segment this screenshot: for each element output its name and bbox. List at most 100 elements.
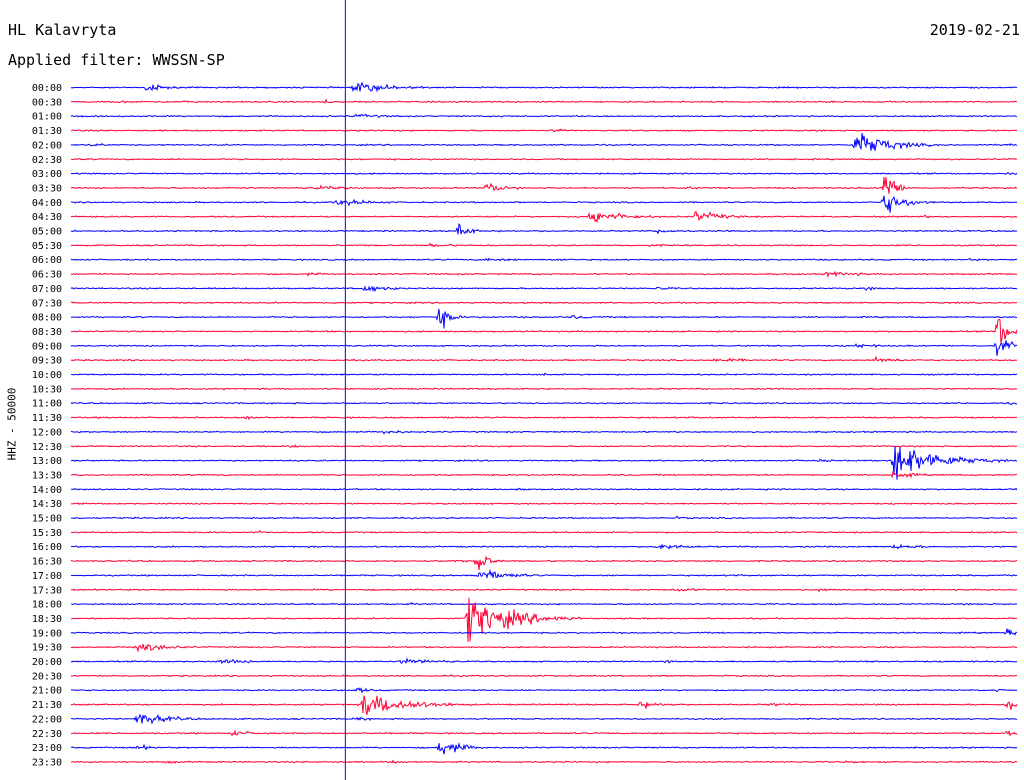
trace-row-1300 [70,446,1018,480]
trace-row-0630 [70,270,1018,279]
time-label-0830: 08:30 [32,327,62,338]
time-label-1400: 14:00 [32,485,62,496]
trace-row-1730 [70,588,1018,593]
trace-row-1500 [70,515,1018,520]
trace-row-1930 [70,643,1018,653]
trace-row-0330 [70,177,1018,194]
trace-row-1330 [70,470,1018,479]
time-label-2030: 20:30 [32,671,62,682]
time-label-0400: 04:00 [32,198,62,209]
time-label-0900: 09:00 [32,341,62,352]
trace-row-1000 [70,372,1018,377]
time-label-0300: 03:00 [32,169,62,180]
trace-row-0600 [70,257,1018,262]
time-label-1230: 12:30 [32,442,62,453]
trace-row-0700 [70,285,1018,293]
time-label-0130: 01:30 [32,126,62,137]
time-label-1530: 15:30 [32,528,62,539]
time-label-0530: 05:30 [32,241,62,252]
trace-row-1430 [70,502,1018,506]
filter-subtitle: Applied filter: WWSSN-SP [8,51,225,69]
time-label-2200: 22:00 [32,714,62,725]
trace-row-0000 [70,81,1018,93]
time-label-0500: 05:00 [32,227,62,238]
trace-row-1830 [70,597,1018,642]
trace-row-2200 [70,713,1018,725]
time-label-0800: 08:00 [32,313,62,324]
trace-row-0130 [70,128,1018,133]
trace-row-2330 [70,759,1018,764]
date-label: 2019-02-21 [929,21,1020,39]
trace-row-0530 [70,242,1018,248]
time-labels: 00:00 00:30 01:00 01:30 02:00 02:30 03:00 03:30… [32,83,62,768]
trace-row-0030 [70,98,1018,104]
time-label-1900: 19:00 [32,628,62,639]
time-label-1300: 13:00 [32,456,62,467]
trace-row-0730 [70,301,1018,305]
time-label-0730: 07:30 [32,298,62,309]
time-label-1830: 18:30 [32,614,62,625]
time-label-0200: 02:00 [32,140,62,151]
trace-row-0830 [70,318,1018,344]
trace-row-1630 [70,555,1018,570]
time-label-0100: 01:00 [32,112,62,123]
time-label-2000: 20:00 [32,657,62,668]
trace-row-0200 [70,133,1018,151]
trace-row-2100 [70,687,1018,694]
time-label-0000: 00:00 [32,83,62,94]
time-label-1730: 17:30 [32,585,62,596]
trace-row-0800 [70,308,1018,329]
time-label-1100: 11:00 [32,399,62,410]
trace-row-1030 [70,387,1018,391]
trace-row-1400 [70,487,1018,491]
time-label-1930: 19:30 [32,643,62,654]
trace-row-0100 [70,113,1018,119]
time-label-0430: 04:30 [32,212,62,223]
trace-row-0230 [70,157,1018,161]
time-label-1000: 10:00 [32,370,62,381]
time-label-2300: 23:00 [32,743,62,754]
time-label-0930: 09:30 [32,356,62,367]
trace-row-2300 [70,741,1018,755]
time-label-1600: 16:00 [32,542,62,553]
trace-rows [70,81,1018,764]
trace-row-0500 [70,223,1018,235]
trace-row-1800 [70,601,1018,606]
time-label-1800: 18:00 [32,600,62,611]
trace-row-0300 [70,171,1018,176]
trace-row-1600 [70,543,1018,550]
trace-row-2230 [70,729,1018,737]
time-label-1430: 14:30 [32,499,62,510]
time-label-1130: 11:30 [32,413,62,424]
trace-row-1100 [70,401,1018,406]
trace-row-0400 [70,195,1018,213]
time-label-0330: 03:30 [32,183,62,194]
time-label-0600: 06:00 [32,255,62,266]
time-label-1500: 15:00 [32,514,62,525]
trace-row-1130 [70,416,1018,421]
time-label-0030: 00:30 [32,97,62,108]
time-label-0230: 02:30 [32,155,62,166]
trace-row-1700 [70,568,1018,580]
trace-row-2030 [70,674,1018,678]
time-label-1330: 13:30 [32,470,62,481]
trace-row-2000 [70,657,1018,665]
trace-row-1230 [70,444,1018,448]
trace-row-2130 [70,695,1018,715]
trace-row-1900 [70,628,1018,636]
time-label-2130: 21:30 [32,700,62,711]
time-label-2100: 21:00 [32,686,62,697]
trace-row-1530 [70,529,1018,534]
time-label-0630: 06:30 [32,270,62,281]
trace-row-0930 [70,355,1018,363]
trace-row-1200 [70,430,1018,435]
time-label-2330: 23:30 [32,757,62,768]
trace-row-0430 [70,210,1018,224]
station-title: HL Kalavryta [8,21,117,39]
time-label-1030: 10:30 [32,384,62,395]
time-label-1200: 12:00 [32,427,62,438]
trace-row-0900 [70,340,1018,356]
time-label-2230: 22:30 [32,729,62,740]
